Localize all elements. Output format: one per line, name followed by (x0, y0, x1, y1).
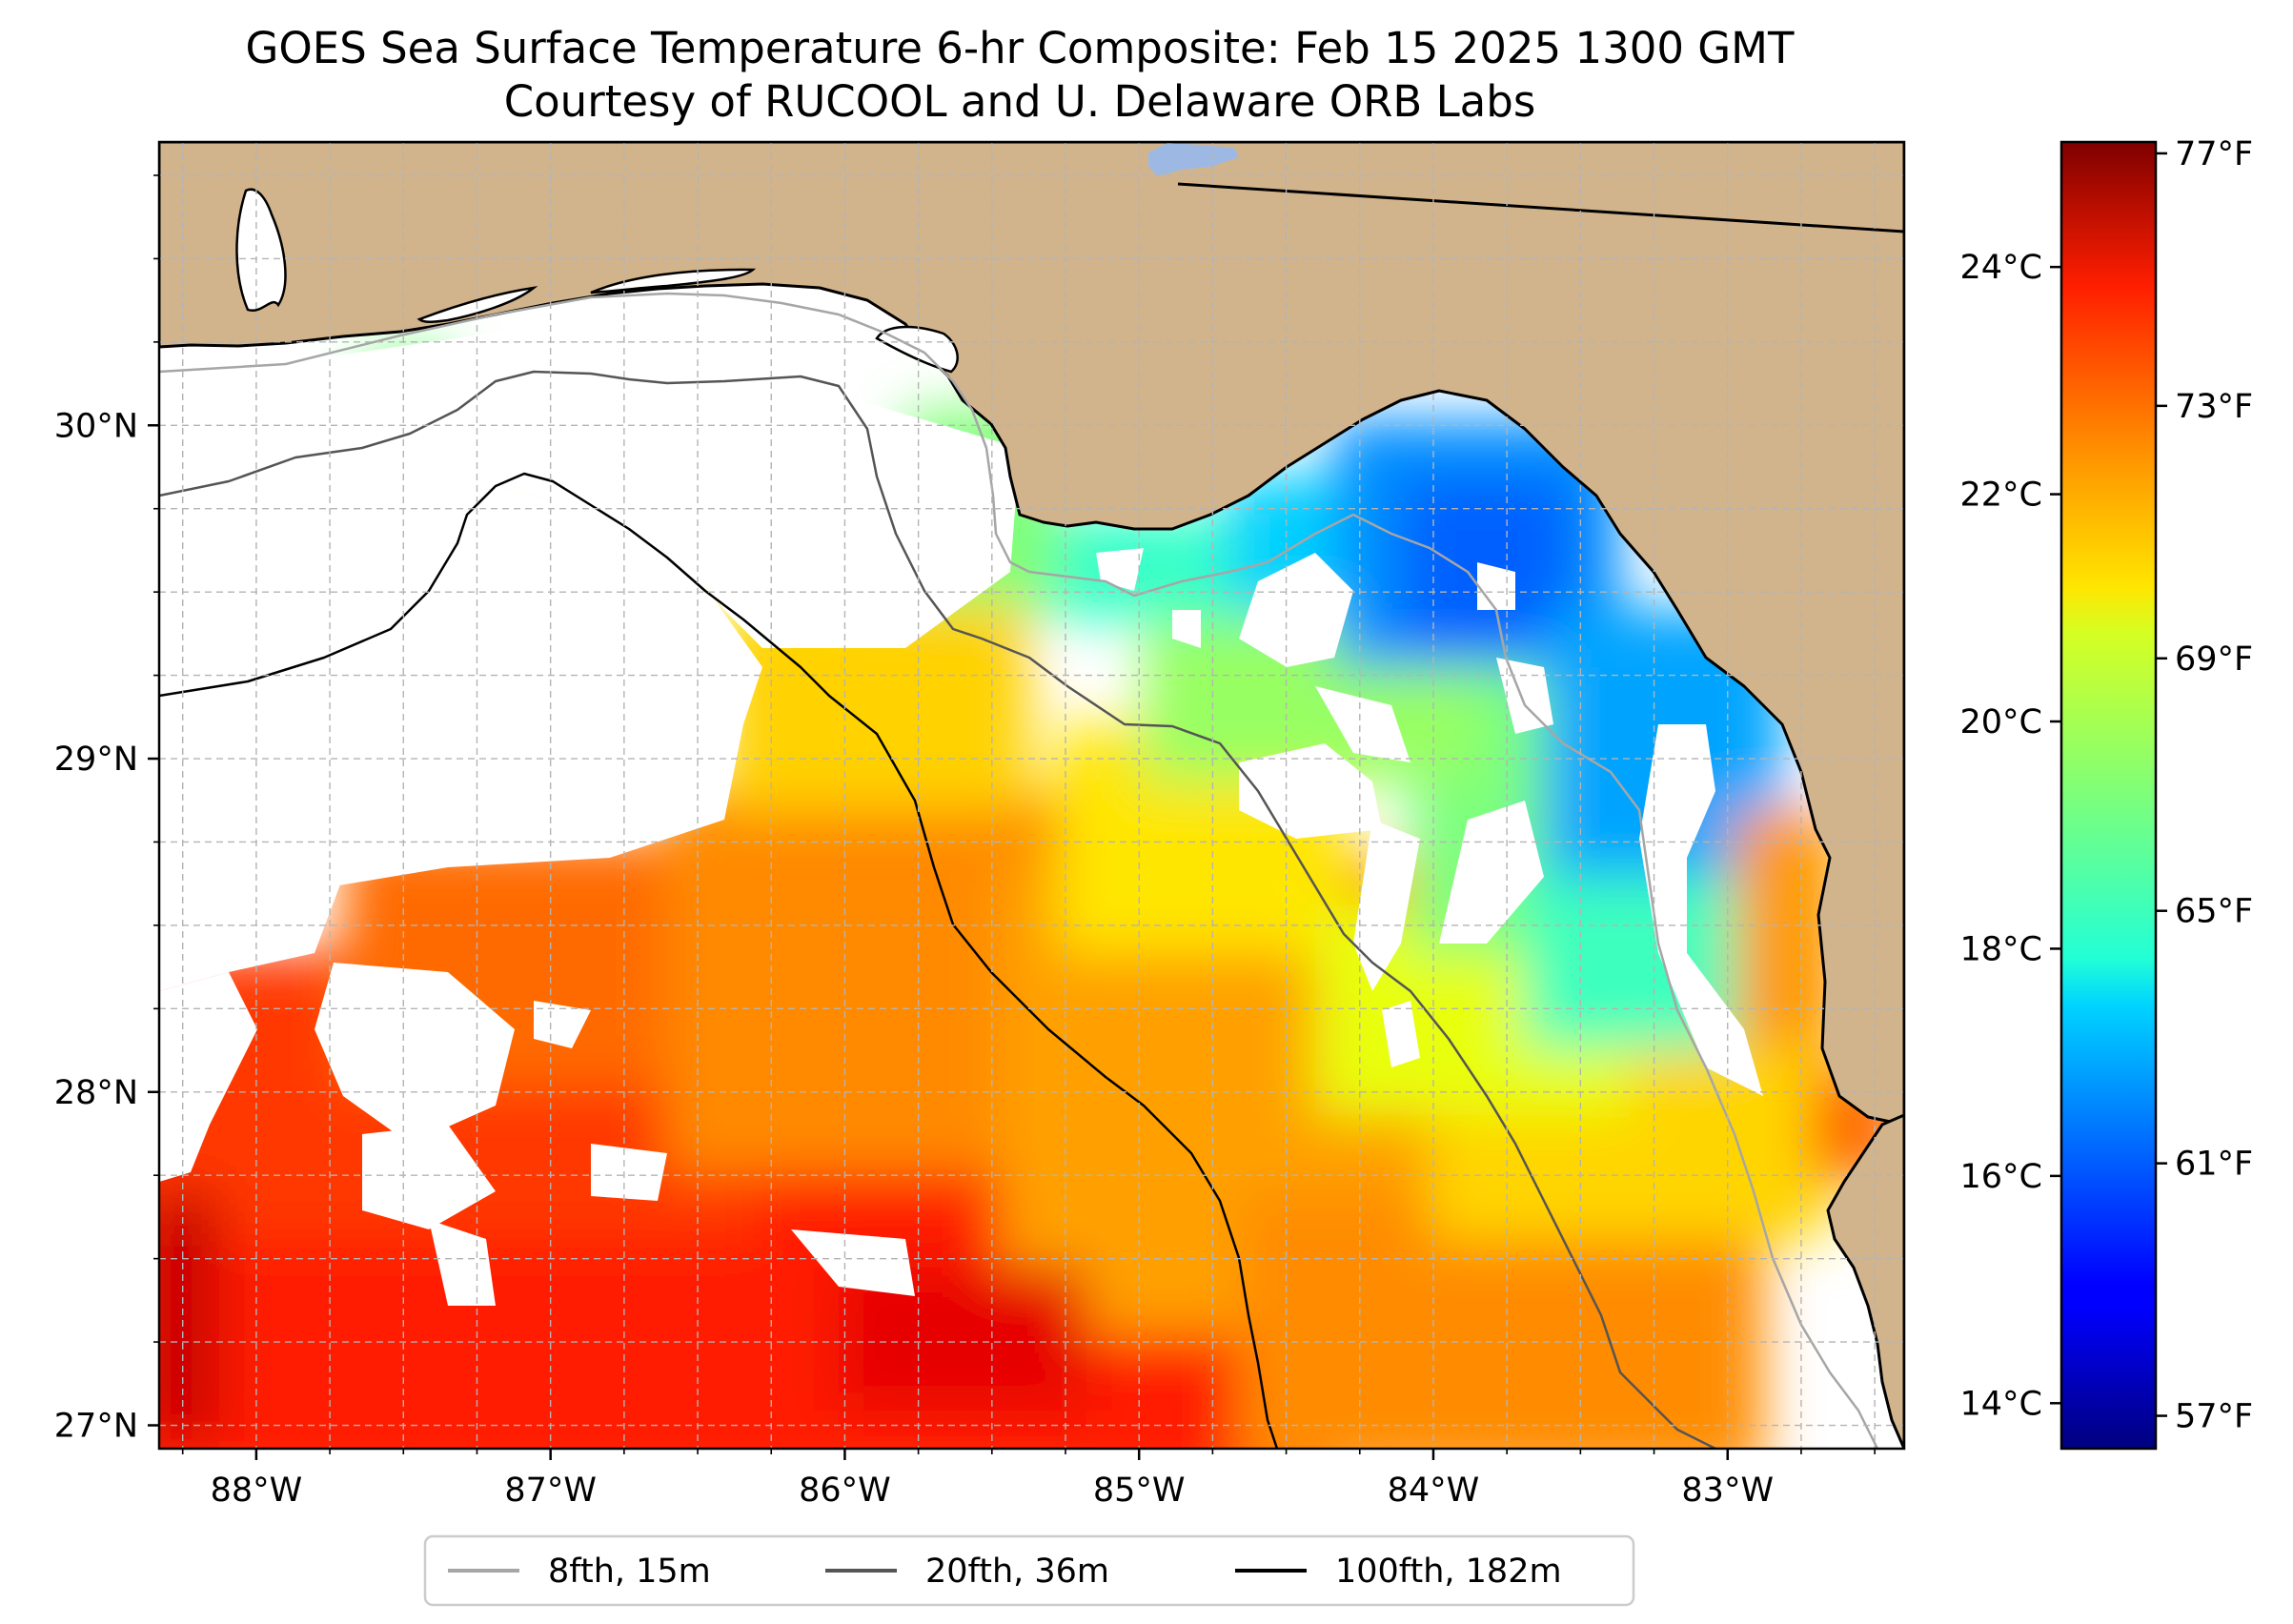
celsius-tick-label: 20°C (1960, 703, 2042, 741)
celsius-tick-label: 24°C (1960, 249, 2042, 287)
lon-tick-label: 83°W (1681, 1472, 1774, 1510)
colorbar-ticks: 14°C 16°C 18°C 20°C 22°C 24°C 57°F 61°F 65°F 69°F… (1960, 135, 2254, 1436)
legend-box (423, 1534, 1635, 1607)
lat-tick-label: 27°N (54, 1408, 138, 1446)
longitude-axis: 88°W 87°W 86°W 85°W 84°W 83°W (181, 1449, 1876, 1510)
lon-tick-label: 85°W (1093, 1472, 1186, 1510)
isobaths (159, 292, 1879, 1449)
map-frame (157, 140, 1906, 1451)
latitude-axis: 27°N 28°N 29°N 30°N (54, 174, 159, 1446)
gridlines (159, 142, 1904, 1449)
fahrenheit-tick-label: 57°F (2175, 1398, 2253, 1436)
colorbar (2061, 142, 2156, 1449)
legend-label: 8fth, 15m (548, 1553, 711, 1591)
celsius-tick-label: 14°C (1960, 1385, 2042, 1423)
isobath-20fth (159, 370, 1716, 1449)
legend-label: 20fth, 36m (925, 1553, 1109, 1591)
lat-tick-label: 28°N (54, 1074, 138, 1112)
isobath-legend: 8fth, 15m 20fth, 36m 100fth, 182m (423, 1534, 1635, 1607)
fahrenheit-tick-label: 69°F (2175, 640, 2253, 679)
lon-tick-label: 86°W (799, 1472, 891, 1510)
title-line-1: GOES Sea Surface Temperature 6-hr Compos… (245, 23, 1795, 73)
celsius-tick-label: 16°C (1960, 1158, 2042, 1196)
state-border (1177, 182, 1904, 233)
fahrenheit-tick-label: 77°F (2175, 135, 2253, 173)
lon-tick-label: 84°W (1388, 1472, 1480, 1510)
celsius-tick-label: 22°C (1960, 477, 2042, 515)
lake (1148, 143, 1239, 176)
lat-tick-label: 29°N (54, 741, 138, 779)
title-line-2: Courtesy of RUCOOL and U. Delaware ORB L… (504, 76, 1536, 127)
cloud-gaps (159, 305, 1763, 1306)
fahrenheit-tick-label: 73°F (2175, 388, 2253, 426)
lon-tick-label: 88°W (211, 1472, 303, 1510)
lon-tick-label: 87°W (504, 1472, 597, 1510)
colorbar-frame (2060, 140, 2158, 1451)
isobath-8fth (159, 292, 1879, 1449)
fahrenheit-tick-label: 61°F (2175, 1146, 2253, 1184)
map-plot-area (159, 142, 1904, 1449)
celsius-tick-label: 18°C (1960, 930, 2042, 968)
fahrenheit-tick-label: 65°F (2175, 893, 2253, 931)
legend-label: 100fth, 182m (1335, 1553, 1562, 1591)
lat-tick-label: 30°N (54, 407, 138, 445)
sst-field (159, 353, 1901, 1449)
isobath-100fth (159, 472, 1279, 1449)
